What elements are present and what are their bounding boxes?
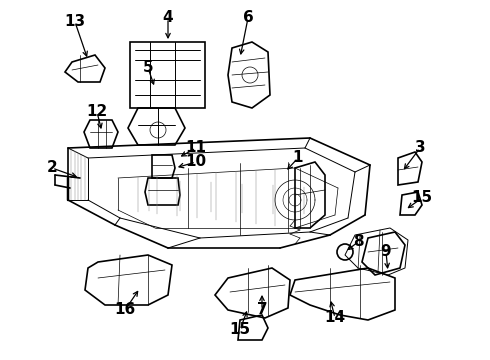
Text: 1: 1	[293, 150, 303, 166]
Text: 13: 13	[65, 14, 86, 30]
Text: 4: 4	[163, 10, 173, 26]
Text: 7: 7	[257, 302, 268, 318]
Text: 15: 15	[229, 323, 250, 338]
Text: 12: 12	[86, 104, 108, 120]
Text: 5: 5	[143, 60, 153, 76]
Text: 14: 14	[324, 310, 345, 325]
Text: 2: 2	[47, 161, 57, 175]
Text: 8: 8	[353, 234, 363, 249]
Text: 15: 15	[412, 190, 433, 206]
Text: 6: 6	[243, 10, 253, 26]
Text: 3: 3	[415, 140, 425, 156]
Text: 16: 16	[114, 302, 136, 318]
Text: 11: 11	[186, 140, 206, 156]
Text: 10: 10	[185, 154, 207, 170]
Text: 9: 9	[381, 244, 392, 260]
